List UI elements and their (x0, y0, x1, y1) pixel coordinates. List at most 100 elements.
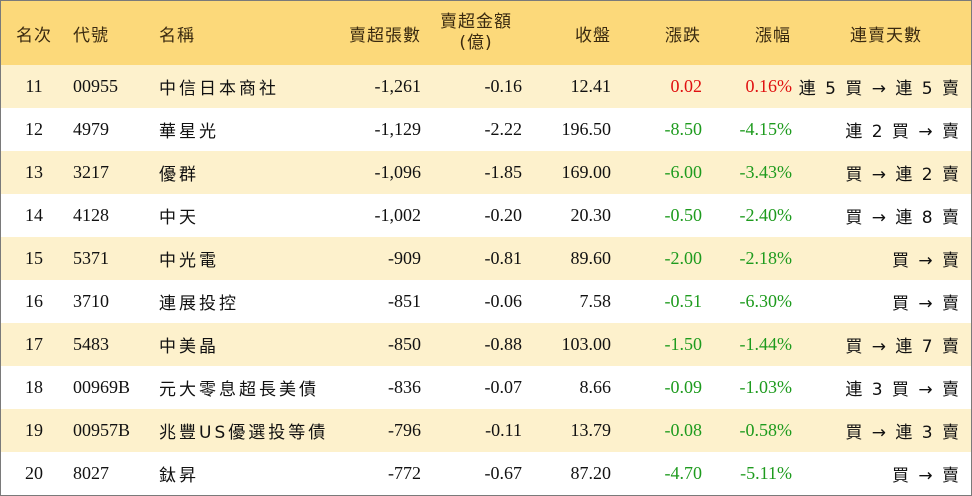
cell-name: 中光電 (159, 251, 219, 271)
cell-days: 連 5 買 → 連 5 賣 (798, 79, 961, 99)
cell-name: 連展投控 (159, 294, 239, 314)
cell-code: 00955 (73, 76, 118, 96)
cell-pct: -3.43% (739, 162, 793, 182)
cell-close: 169.00 (561, 162, 612, 182)
cell-code: 3710 (73, 291, 109, 311)
cell-name: 兆豐US優選投等債 (159, 423, 329, 443)
cell-days: 買 → 賣 (891, 294, 961, 314)
cell-close: 13.79 (570, 420, 612, 440)
col-sell-amount-unit: (億) (459, 33, 493, 53)
cell-pct: -2.18% (739, 248, 793, 268)
col-sell-shares-header[interactable]: 賣超張數 (349, 25, 421, 46)
cell-name: 元大零息超長美債 (159, 380, 319, 400)
cell-rank: 11 (25, 76, 43, 96)
cell-sell-shares: -850 (388, 334, 421, 354)
cell-close: 87.20 (570, 463, 612, 483)
cell-rank: 16 (25, 291, 43, 311)
col-sell-amount-title: 賣超金額 (440, 12, 512, 32)
cell-sell-shares: -836 (388, 377, 421, 397)
cell-close: 7.58 (579, 291, 612, 311)
col-close-header[interactable]: 收盤 (575, 25, 611, 46)
cell-close: 103.00 (561, 334, 612, 354)
cell-days: 連 2 買 → 賣 (845, 122, 961, 142)
cell-name: 鈦昇 (159, 466, 199, 486)
col-code-header[interactable]: 代號 (73, 25, 109, 46)
cell-sell-shares: -1,002 (374, 205, 422, 225)
cell-sell-amount: -1.85 (484, 162, 523, 182)
table-row[interactable]: 16 3710 連展投控 -851 -0.06 7.58 -0.51 -6.30% 買 → 賣 (1, 280, 971, 323)
cell-code: 00957B (73, 420, 131, 440)
cell-name: 中信日本商社 (159, 79, 279, 99)
cell-name: 中美晶 (159, 337, 219, 357)
table-row[interactable]: 19 00957B 兆豐US優選投等債 -796 -0.11 13.79 -0.08 -0.5… (1, 409, 971, 452)
cell-days: 買 → 賣 (891, 466, 961, 486)
cell-rank: 12 (25, 119, 43, 139)
cell-change: -0.09 (664, 377, 703, 397)
cell-sell-amount: -0.06 (484, 291, 523, 311)
cell-code: 4128 (73, 205, 109, 225)
cell-pct: -4.15% (739, 119, 793, 139)
cell-change: -2.00 (664, 248, 703, 268)
cell-sell-amount: -0.07 (484, 377, 523, 397)
cell-sell-amount: -0.67 (484, 463, 523, 483)
cell-close: 196.50 (561, 119, 612, 139)
cell-rank: 17 (25, 334, 43, 354)
cell-change: -0.50 (664, 205, 703, 225)
cell-close: 12.41 (570, 76, 612, 96)
cell-sell-amount: -0.11 (485, 420, 522, 440)
col-change-header[interactable]: 漲跌 (665, 25, 701, 46)
cell-rank: 20 (25, 463, 43, 483)
col-rank-header[interactable]: 名次 (16, 25, 52, 46)
cell-sell-amount: -0.81 (484, 248, 523, 268)
cell-code: 3217 (73, 162, 109, 182)
col-days-header[interactable]: 連賣天數 (850, 25, 922, 46)
cell-pct: -0.58% (739, 420, 793, 440)
cell-name: 中天 (159, 208, 199, 228)
col-name-header[interactable]: 名稱 (159, 25, 195, 46)
cell-sell-amount: -0.88 (484, 334, 523, 354)
col-pct-header[interactable]: 漲幅 (755, 25, 791, 46)
cell-name: 優群 (159, 165, 199, 185)
cell-pct: -6.30% (739, 291, 793, 311)
cell-sell-amount: -0.20 (484, 205, 523, 225)
cell-rank: 18 (25, 377, 43, 397)
cell-days: 買 → 連 7 賣 (845, 337, 961, 357)
cell-sell-shares: -1,096 (374, 162, 422, 182)
cell-days: 買 → 賣 (891, 251, 961, 271)
cell-pct: -5.11% (740, 463, 792, 483)
table-header: 名次 代號 名稱 賣超張數 賣超金額 (億) 收盤 漲跌 漲幅 連賣天數 (1, 1, 971, 65)
table-row[interactable]: 17 5483 中美晶 -850 -0.88 103.00 -1.50 -1.44% 買 → 連… (1, 323, 971, 366)
cell-rank: 13 (25, 162, 43, 182)
cell-days: 買 → 連 3 賣 (845, 423, 961, 443)
table-row[interactable]: 20 8027 鈦昇 -772 -0.67 87.20 -4.70 -5.11% 買 → 賣 (1, 452, 971, 495)
table-row[interactable]: 11 00955 中信日本商社 -1,261 -0.16 12.41 0.02 0.16% 連 … (1, 65, 971, 108)
table-row[interactable]: 15 5371 中光電 -909 -0.81 89.60 -2.00 -2.18% 買 → 賣 (1, 237, 971, 280)
cell-days: 買 → 連 2 賣 (845, 165, 961, 185)
cell-change: -4.70 (664, 463, 703, 483)
cell-code: 5371 (73, 248, 109, 268)
cell-sell-shares: -772 (388, 463, 421, 483)
cell-close: 89.60 (570, 248, 612, 268)
cell-change: -1.50 (664, 334, 703, 354)
table-row[interactable]: 18 00969B 元大零息超長美債 -836 -0.07 8.66 -0.09 -1.03%… (1, 366, 971, 409)
table-row[interactable]: 13 3217 優群 -1,096 -1.85 169.00 -6.00 -3.43% 買 → … (1, 151, 971, 194)
cell-pct: 0.16% (745, 76, 793, 96)
table-row[interactable]: 14 4128 中天 -1,002 -0.20 20.30 -0.50 -2.40% 買 → 連… (1, 194, 971, 237)
cell-pct: -2.40% (739, 205, 793, 225)
cell-sell-shares: -796 (388, 420, 421, 440)
table-row[interactable]: 12 4979 華星光 -1,129 -2.22 196.50 -8.50 -4.15% 連 2… (1, 108, 971, 151)
col-sell-amount-header[interactable]: 賣超金額 (億) (426, 1, 526, 65)
cell-days: 買 → 連 8 賣 (845, 208, 961, 228)
cell-change: -0.08 (664, 420, 703, 440)
cell-code: 4979 (73, 119, 109, 139)
cell-close: 8.66 (579, 377, 612, 397)
cell-change: -8.50 (664, 119, 703, 139)
cell-change: -0.51 (664, 291, 703, 311)
cell-close: 20.30 (570, 205, 612, 225)
cell-sell-amount: -0.16 (484, 76, 523, 96)
cell-sell-shares: -851 (388, 291, 421, 311)
cell-rank: 15 (25, 248, 43, 268)
cell-code: 00969B (73, 377, 131, 397)
cell-pct: -1.44% (739, 334, 793, 354)
cell-code: 5483 (73, 334, 109, 354)
